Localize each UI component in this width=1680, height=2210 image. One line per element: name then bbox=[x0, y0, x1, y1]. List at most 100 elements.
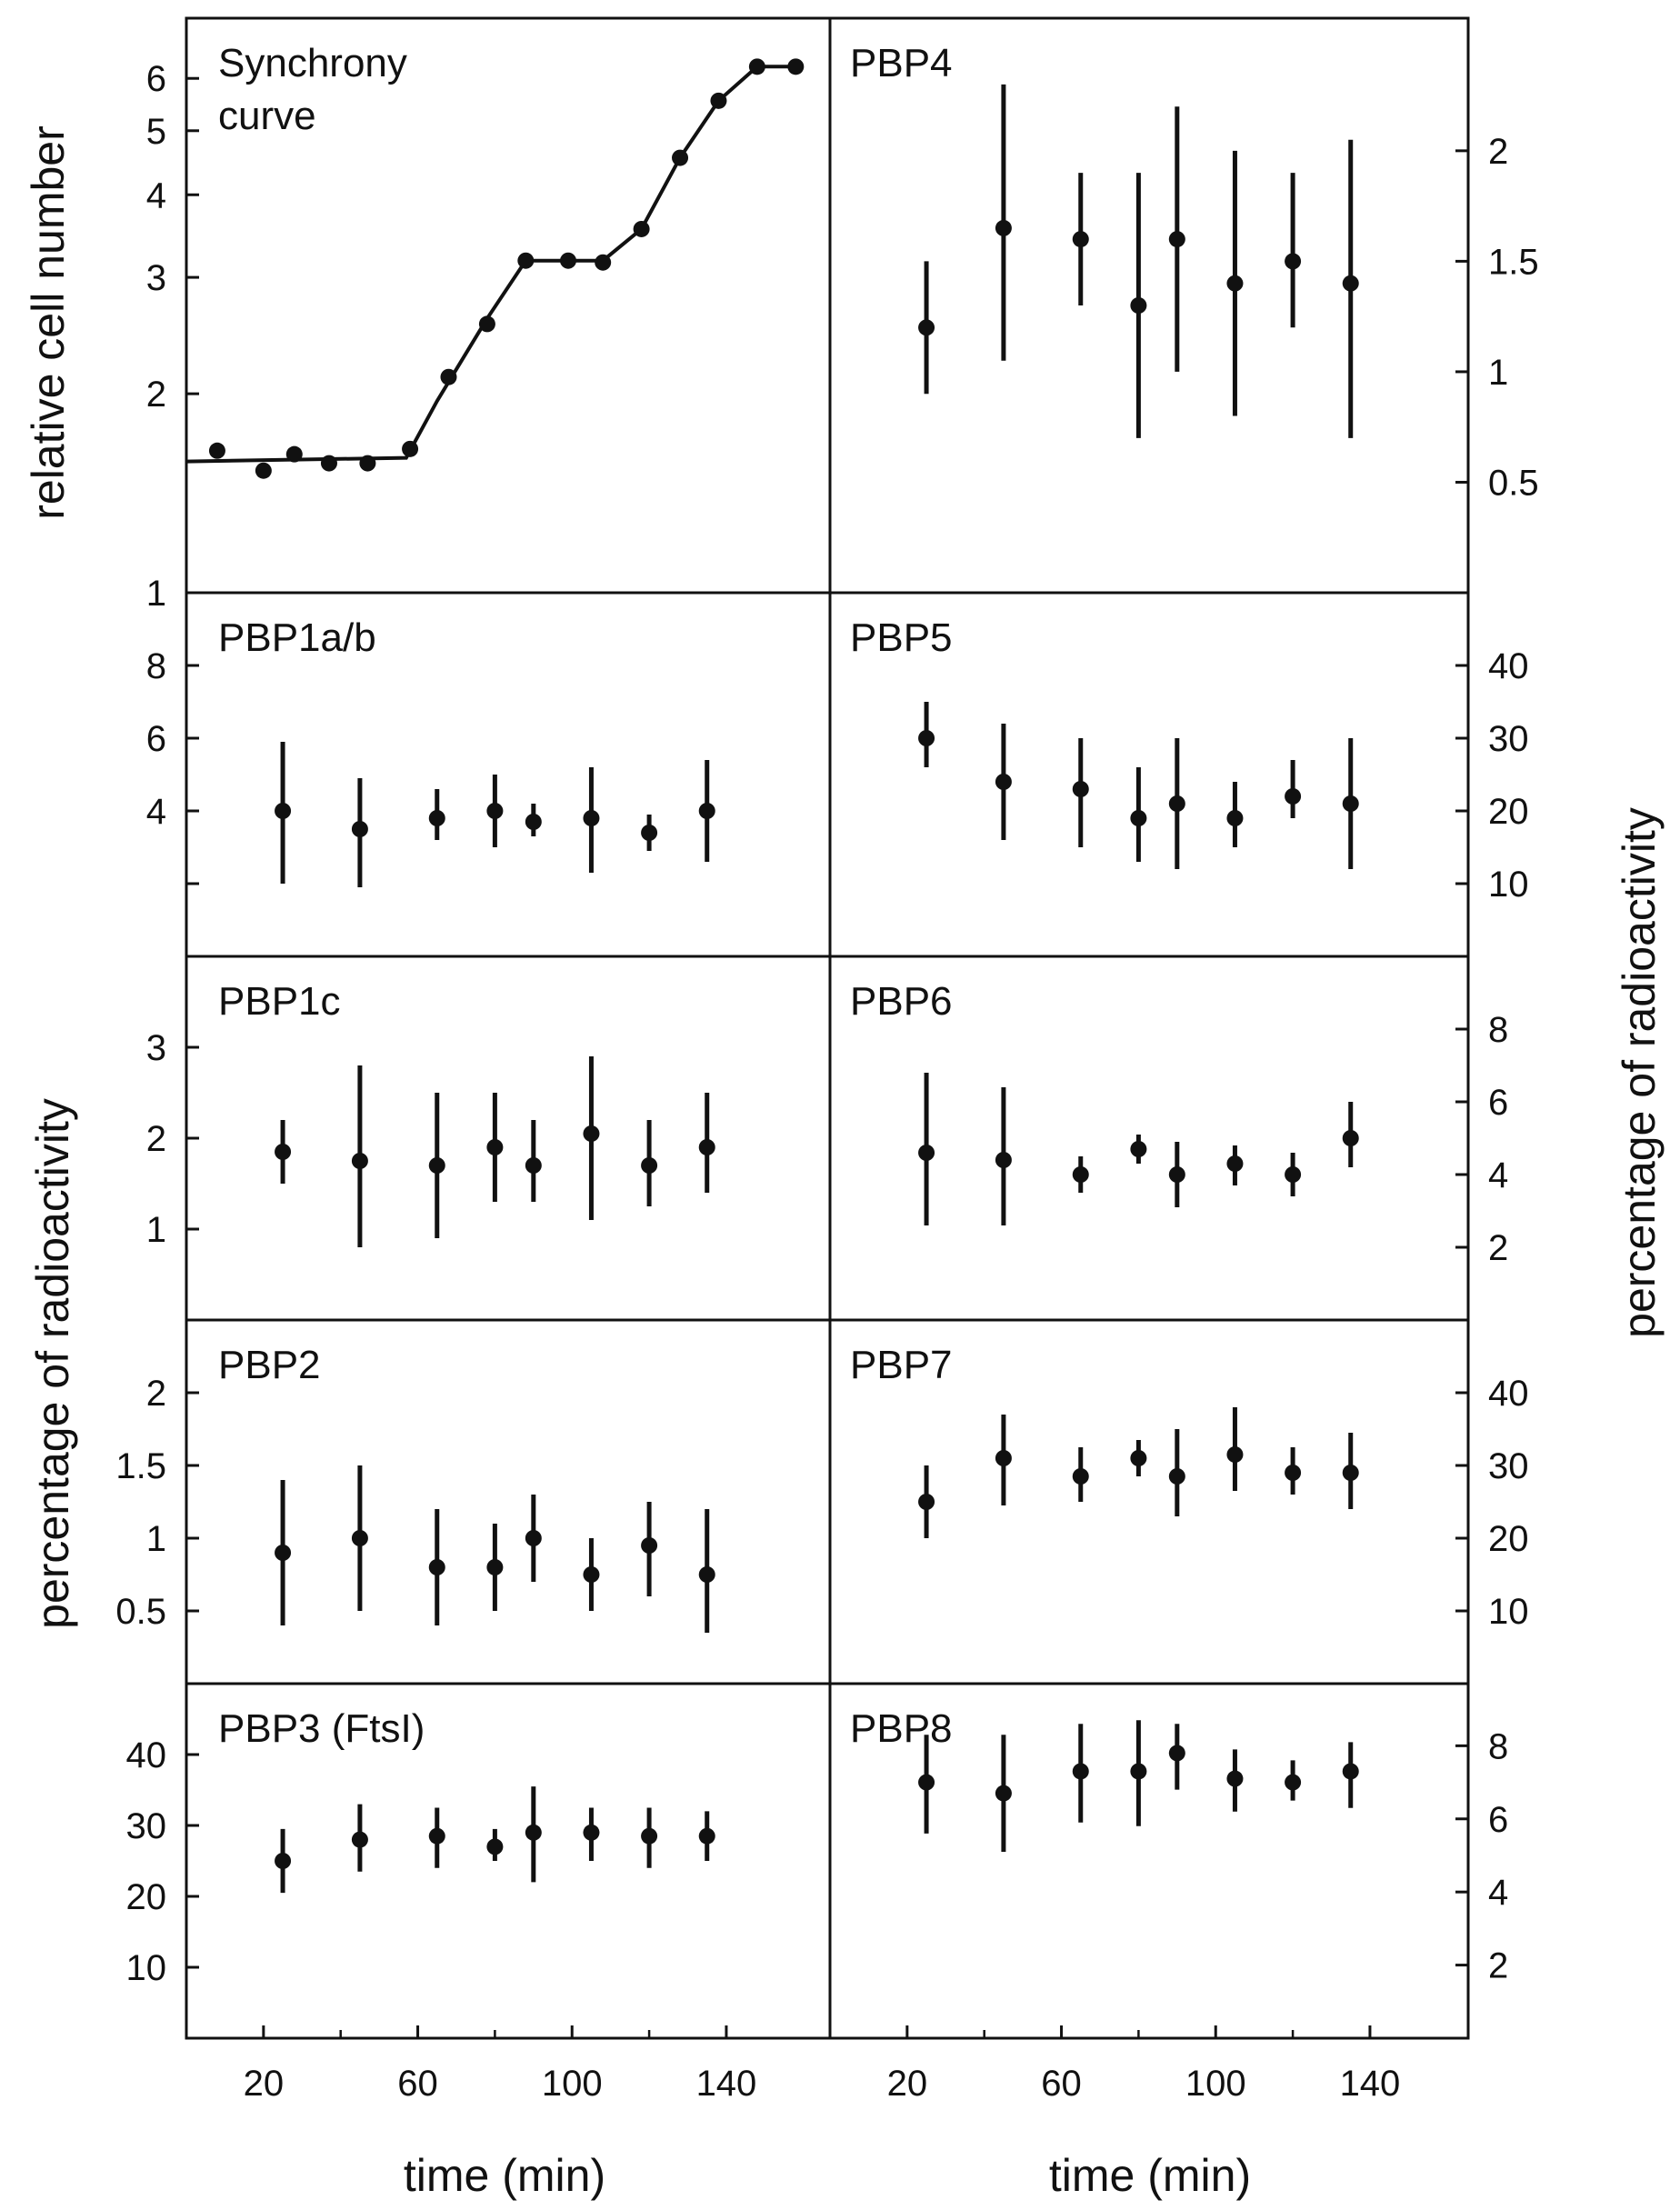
data-point bbox=[1285, 788, 1302, 805]
data-point bbox=[1342, 1763, 1359, 1780]
y-tick-label: 1 bbox=[1488, 353, 1508, 393]
data-point bbox=[1168, 795, 1185, 812]
y-tick-label: 10 bbox=[1488, 865, 1529, 905]
panel-title-line: PBP5 bbox=[850, 615, 953, 660]
y-tick-label: 30 bbox=[126, 1806, 167, 1846]
panel-title-line: PBP1c bbox=[218, 979, 341, 1024]
data-point bbox=[517, 252, 535, 269]
panel-pbp8: PBP8 2 4 6 8 bbox=[850, 1706, 1508, 1986]
data-point bbox=[995, 774, 1012, 790]
data-point bbox=[402, 440, 419, 457]
data-point bbox=[275, 803, 292, 819]
data-point bbox=[1168, 1745, 1185, 1762]
data-point bbox=[486, 1838, 504, 1855]
panel-title: PBP3 (FtsI) bbox=[218, 1706, 425, 1751]
data-point bbox=[633, 220, 650, 237]
y-tick-label: 20 bbox=[1488, 1519, 1529, 1559]
data-point bbox=[275, 1853, 292, 1869]
data-point bbox=[486, 1139, 504, 1155]
panel-title: PBP7 bbox=[850, 1343, 953, 1387]
x-tick-label: 20 bbox=[244, 2064, 285, 2104]
data-point bbox=[1342, 795, 1359, 812]
panel-title-line: PBP3 (FtsI) bbox=[218, 1706, 425, 1751]
data-point bbox=[1226, 275, 1244, 292]
data-point bbox=[351, 821, 368, 837]
y-tick-label: 0.5 bbox=[1488, 463, 1539, 503]
y-tick-label: 6 bbox=[1488, 1800, 1508, 1840]
y-tick-label: 1 bbox=[146, 1519, 166, 1559]
panel-title-line: PBP7 bbox=[850, 1343, 953, 1387]
x-axis-left: 20 60 100 140 bbox=[244, 2025, 756, 2104]
data-point bbox=[583, 1125, 600, 1142]
data-point bbox=[1130, 1141, 1147, 1157]
data-point bbox=[583, 1824, 600, 1841]
data-point bbox=[1168, 1166, 1185, 1183]
data-point bbox=[208, 442, 225, 459]
panel-title-line: PBP8 bbox=[850, 1706, 953, 1751]
panel-pbp6: PBP6 2 4 6 8 bbox=[850, 979, 1508, 1268]
panel-title: PBP8 bbox=[850, 1706, 953, 1751]
panel-title-line: curve bbox=[218, 94, 316, 138]
panel-title-line: PBP4 bbox=[850, 41, 953, 85]
x-tick-label: 100 bbox=[1185, 2064, 1246, 2104]
panel-title: PBP5 bbox=[850, 615, 953, 660]
data-point bbox=[351, 1831, 368, 1848]
y-tick-label: 10 bbox=[126, 1948, 167, 1988]
y-axis-label-left: percentage of radioactivity bbox=[27, 1098, 78, 1629]
data-point bbox=[1072, 1468, 1089, 1485]
panel-title-line: Synchrony bbox=[218, 41, 407, 85]
axis-label-layer: time (min) time (min) relative cell numb… bbox=[23, 125, 1665, 2201]
data-point bbox=[787, 58, 805, 75]
data-point bbox=[428, 810, 445, 826]
panel-pbp1c: PBP1c 1 2 3 bbox=[146, 979, 715, 1250]
data-point bbox=[710, 92, 727, 109]
data-point bbox=[698, 1827, 715, 1845]
data-point bbox=[1342, 1130, 1359, 1146]
x-tick-label: 20 bbox=[887, 2064, 928, 2104]
data-point bbox=[995, 1450, 1012, 1466]
y-tick-label: 0.5 bbox=[115, 1592, 166, 1632]
x-tick-label: 60 bbox=[1041, 2064, 1082, 2104]
data-point bbox=[698, 1566, 715, 1583]
y-tick-label: 2 bbox=[1488, 1228, 1508, 1268]
y-tick-label: 20 bbox=[126, 1877, 167, 1917]
y-tick-label: 4 bbox=[146, 175, 166, 215]
y-tick-label: 40 bbox=[126, 1735, 167, 1775]
data-point bbox=[1342, 1465, 1359, 1481]
data-point bbox=[995, 219, 1012, 236]
data-point bbox=[748, 58, 765, 75]
data-point bbox=[1130, 810, 1147, 826]
data-point bbox=[1226, 810, 1244, 826]
data-point bbox=[1285, 1774, 1302, 1791]
data-point bbox=[1226, 1770, 1244, 1787]
data-point bbox=[1168, 231, 1185, 248]
y-tick-label: 4 bbox=[1488, 1155, 1508, 1195]
data-point bbox=[1226, 1446, 1244, 1463]
panels-layer: Synchrony curve 1 2 3 4 5 6 PBP4 0.5 1 1.5 2 PBP1a/b 4… bbox=[115, 41, 1538, 1988]
data-point bbox=[525, 1530, 542, 1546]
y-tick-label: 3 bbox=[146, 258, 166, 298]
panel-pbp2: PBP2 0.5 1 1.5 2 bbox=[115, 1343, 715, 1633]
data-point bbox=[1072, 231, 1089, 248]
y-tick-label: 40 bbox=[1488, 646, 1529, 686]
y-tick-label: 2 bbox=[1488, 1946, 1508, 1986]
panel-pbp3: PBP3 (FtsI) 10 20 30 40 bbox=[126, 1706, 715, 1988]
panel-title: Synchrony curve bbox=[218, 41, 407, 138]
panel-pbp1ab: PBP1a/b 4 6 8 bbox=[146, 615, 715, 887]
data-point bbox=[275, 1144, 292, 1160]
data-point bbox=[525, 1824, 542, 1841]
data-point bbox=[641, 825, 658, 841]
y-tick-label: 4 bbox=[1488, 1873, 1508, 1913]
data-point bbox=[428, 1157, 445, 1174]
data-point bbox=[255, 462, 272, 479]
y-tick-label: 10 bbox=[1488, 1592, 1529, 1632]
x-tick-label: 100 bbox=[542, 2064, 603, 2104]
y-tick-label: 2 bbox=[146, 375, 166, 415]
data-point bbox=[595, 254, 612, 271]
panel-pbp5: PBP5 10 20 30 40 bbox=[850, 615, 1529, 905]
data-point bbox=[918, 1774, 935, 1791]
y-tick-label: 2 bbox=[146, 1374, 166, 1414]
data-point bbox=[698, 803, 715, 819]
panel-synchrony: Synchrony curve 1 2 3 4 5 6 bbox=[146, 41, 805, 614]
